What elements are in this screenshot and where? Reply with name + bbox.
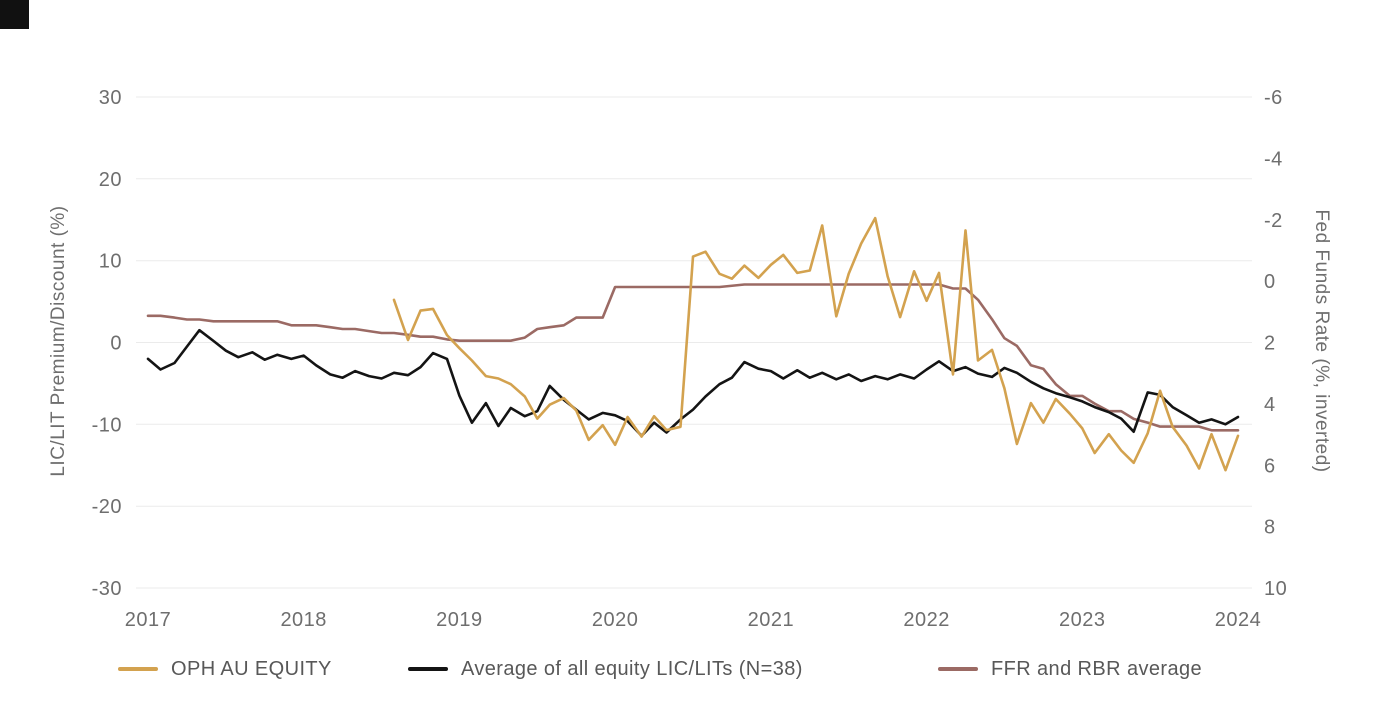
x-axis-tick-label: 2021 <box>748 609 795 631</box>
left-axis-tick-label: 0 <box>110 333 122 355</box>
series-line-1 <box>146 328 1240 438</box>
x-axis-tick-label: 2023 <box>1059 609 1106 631</box>
x-axis-tick-label: 2020 <box>592 609 639 631</box>
x-axis-tick-label: 2022 <box>903 609 950 631</box>
x-axis-tick-label: 2024 <box>1215 609 1262 631</box>
left-axis-tick-label: 20 <box>99 169 122 191</box>
left-axis-tick-label: -20 <box>92 496 122 518</box>
right-axis-tick-label: 4 <box>1264 394 1276 416</box>
left-axis-tick-label: -30 <box>92 578 122 600</box>
right-axis-tick-label: 8 <box>1264 517 1276 539</box>
legend-swatch-ffr-rbr-average <box>938 667 978 671</box>
brand-corner-square <box>0 0 29 29</box>
left-axis-tick-label: 10 <box>99 251 122 273</box>
right-axis-tick-label: 10 <box>1264 578 1287 600</box>
right-axis-tick-label: 6 <box>1264 455 1276 477</box>
chart-legend: OPH AU EQUITY Average of all equity LIC/… <box>0 655 1386 683</box>
left-axis-tick-label: -10 <box>92 414 122 436</box>
legend-swatch-average-lic-lits <box>408 667 448 671</box>
legend-item-average-lic-lits: Average of all equity LIC/LITs (N=38) <box>408 655 803 683</box>
legend-swatch-oph-au-equity <box>118 667 158 671</box>
x-axis-tick-label: 2018 <box>280 609 327 631</box>
legend-label-average-lic-lits: Average of all equity LIC/LITs (N=38) <box>461 657 803 680</box>
legend-item-ffr-rbr-average: FFR and RBR average <box>938 655 1202 683</box>
legend-item-oph-au-equity: OPH AU EQUITY <box>118 655 332 683</box>
series-line-2 <box>146 283 1240 432</box>
x-axis-tick-label: 2019 <box>436 609 483 631</box>
right-axis-tick-label: 0 <box>1264 271 1276 293</box>
left-axis-tick-label: 30 <box>99 87 122 109</box>
x-axis-tick-label: 2017 <box>125 609 172 631</box>
legend-label-ffr-rbr-average: FFR and RBR average <box>991 657 1203 680</box>
right-axis-tick-label: -2 <box>1264 210 1283 232</box>
right-axis-tick-label: 2 <box>1264 333 1276 355</box>
series-line-0 <box>392 216 1240 472</box>
right-axis-tick-label: -4 <box>1264 148 1283 170</box>
legend-label-oph-au-equity: OPH AU EQUITY <box>171 657 332 680</box>
right-axis-tick-label: -6 <box>1264 87 1283 109</box>
